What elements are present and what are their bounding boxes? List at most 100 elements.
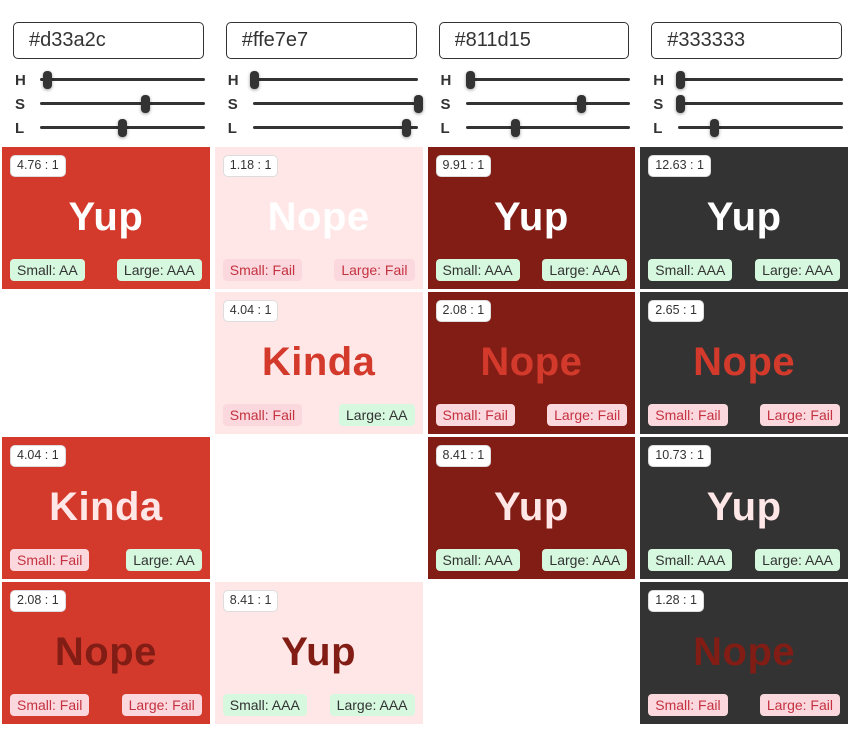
slider-track — [40, 102, 205, 105]
slider-thumb[interactable] — [576, 95, 586, 113]
contrast-cell: 10.73 : 1 Yup Small: AAA Large: AAA — [640, 437, 848, 579]
saturation-slider[interactable] — [465, 95, 631, 113]
wcag-badge-row: Small: AA Large: AAA — [10, 258, 202, 281]
hue-slider[interactable] — [250, 71, 418, 89]
slider-label: H — [227, 71, 239, 89]
saturation-slider[interactable] — [252, 95, 423, 113]
slider-track — [252, 126, 418, 129]
slider-track — [252, 102, 418, 105]
ratio-badge: 8.41 : 1 — [435, 445, 492, 467]
hex-input[interactable] — [438, 22, 630, 59]
ratio-badge: 8.41 : 1 — [222, 590, 279, 612]
hue-slider[interactable] — [40, 71, 205, 89]
ratio-badge: 4.04 : 1 — [10, 445, 66, 467]
verdict-text: Yup — [493, 195, 569, 240]
large-text-badge: Large: Fail — [759, 693, 840, 716]
slider-label: S — [653, 95, 664, 113]
slider-thumb[interactable] — [510, 119, 520, 137]
slider-thumb[interactable] — [42, 71, 52, 89]
slider-row: S — [653, 92, 843, 116]
wcag-badge-row: Small: Fail Large: Fail — [648, 693, 840, 716]
slider-thumb[interactable] — [118, 119, 128, 137]
ratio-badge: 2.08 : 1 — [10, 590, 66, 612]
small-text-badge: Small: AAA — [222, 693, 307, 716]
wcag-badge-row: Small: Fail Large: Fail — [648, 403, 840, 426]
empty-cell — [214, 437, 423, 579]
small-text-badge: Small: AAA — [648, 258, 733, 281]
slider-track — [678, 102, 843, 105]
lightness-slider[interactable] — [465, 119, 631, 137]
contrast-cell: 8.41 : 1 Yup Small: AAA Large: AAA — [427, 437, 636, 579]
slider-label: L — [440, 119, 450, 137]
contrast-cell: 4.04 : 1 Kinda Small: Fail Large: AA — [214, 292, 423, 434]
large-text-badge: Large: AAA — [755, 258, 840, 281]
contrast-cell: 1.18 : 1 Nope Small: Fail Large: Fail — [214, 147, 423, 289]
large-text-badge: Large: AAA — [755, 548, 840, 571]
slider-thumb[interactable] — [141, 95, 151, 113]
slider-row: S — [441, 92, 631, 116]
slider-label: L — [653, 119, 663, 137]
slider-thumb[interactable] — [466, 71, 476, 89]
color-column-4: H S L — [640, 22, 848, 140]
slider-thumb[interactable] — [710, 119, 720, 137]
hex-input[interactable] — [225, 22, 417, 59]
slider-thumb[interactable] — [401, 119, 411, 137]
small-text-badge: Small: Fail — [10, 693, 90, 716]
slider-row: S — [15, 92, 205, 116]
ratio-badge: 1.18 : 1 — [222, 155, 279, 177]
slider-label: H — [15, 71, 26, 89]
hue-slider[interactable] — [465, 71, 631, 89]
verdict-text: Nope — [693, 630, 796, 675]
saturation-slider[interactable] — [675, 95, 843, 113]
contrast-cell: 1.28 : 1 Nope Small: Fail Large: Fail — [640, 582, 848, 724]
saturation-slider[interactable] — [40, 95, 205, 113]
wcag-badge-row: Small: AAA Large: AAA — [435, 258, 628, 281]
slider-label: L — [15, 119, 25, 137]
slider-thumb[interactable] — [413, 95, 423, 113]
contrast-cell: 12.63 : 1 Yup Small: AAA Large: AAA — [640, 147, 848, 289]
ratio-badge: 4.04 : 1 — [222, 300, 279, 322]
lightness-slider[interactable] — [252, 119, 418, 137]
small-text-badge: Small: AAA — [435, 548, 520, 571]
ratio-badge: 4.76 : 1 — [10, 155, 66, 177]
slider-thumb[interactable] — [675, 71, 685, 89]
slider-track — [465, 78, 631, 81]
ratio-badge: 1.28 : 1 — [648, 590, 704, 612]
hue-slider[interactable] — [675, 71, 843, 89]
slider-row: S — [228, 92, 423, 116]
slider-row: H — [15, 68, 205, 92]
lightness-slider[interactable] — [678, 119, 843, 137]
large-text-badge: Large: AAA — [116, 258, 202, 281]
hex-input[interactable] — [13, 22, 204, 59]
contrast-cell: 2.65 : 1 Nope Small: Fail Large: Fail — [640, 292, 848, 434]
wcag-badge-row: Small: Fail Large: Fail — [435, 403, 628, 426]
slider-row: H — [653, 68, 843, 92]
verdict-text: Nope — [693, 340, 796, 385]
contrast-cell: 4.04 : 1 Kinda Small: Fail Large: AA — [2, 437, 210, 579]
slider-track — [465, 102, 631, 105]
small-text-badge: Small: AAA — [435, 258, 520, 281]
slider-row: H — [441, 68, 631, 92]
large-text-badge: Large: Fail — [121, 693, 202, 716]
wcag-badge-row: Small: Fail Large: Fail — [222, 258, 415, 281]
wcag-badge-row: Small: Fail Large: AA — [10, 548, 202, 571]
slider-thumb[interactable] — [675, 95, 685, 113]
slider-thumb[interactable] — [250, 71, 260, 89]
verdict-text: Kinda — [49, 485, 163, 530]
hex-input[interactable] — [651, 22, 842, 59]
contrast-grid: 4.76 : 1 Yup Small: AA Large: AAA 1.18 :… — [0, 147, 848, 724]
color-column-1: H S L — [2, 22, 210, 140]
large-text-badge: Large: AAA — [329, 693, 415, 716]
verdict-text: Kinda — [261, 340, 376, 385]
ratio-badge: 2.65 : 1 — [648, 300, 704, 322]
slider-row: L — [441, 116, 631, 140]
wcag-badge-row: Small: AAA Large: AAA — [648, 548, 840, 571]
slider-label: L — [227, 119, 237, 137]
color-controls: H S L — [0, 0, 848, 140]
lightness-slider[interactable] — [40, 119, 205, 137]
wcag-badge-row: Small: AAA Large: AAA — [222, 693, 415, 716]
verdict-text: Yup — [493, 485, 569, 530]
contrast-cell: 2.08 : 1 Nope Small: Fail Large: Fail — [427, 292, 636, 434]
slider-track — [40, 78, 205, 81]
